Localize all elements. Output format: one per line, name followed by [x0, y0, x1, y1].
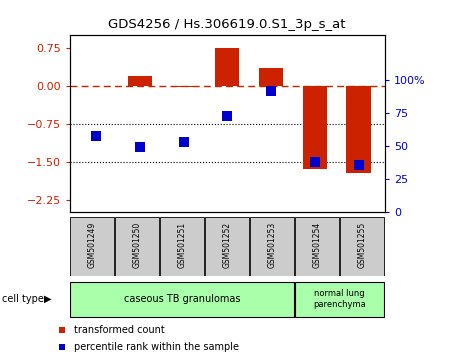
Bar — [250, 217, 294, 275]
Point — [180, 139, 187, 145]
Bar — [340, 217, 384, 275]
Bar — [346, 86, 370, 173]
Text: transformed count: transformed count — [74, 325, 165, 335]
Text: GSM501253: GSM501253 — [268, 222, 277, 268]
Text: caseous TB granulomas: caseous TB granulomas — [124, 294, 240, 304]
Point — [355, 162, 362, 168]
Text: percentile rank within the sample: percentile rank within the sample — [74, 342, 239, 352]
Bar — [115, 217, 159, 275]
Text: GSM501249: GSM501249 — [88, 222, 97, 268]
Text: GSM501254: GSM501254 — [313, 222, 322, 268]
Bar — [295, 217, 339, 275]
Point — [58, 344, 66, 349]
Text: ▶: ▶ — [44, 294, 52, 304]
Bar — [259, 68, 283, 86]
Point — [92, 133, 99, 139]
Bar — [128, 76, 152, 86]
Text: normal lung
parenchyma: normal lung parenchyma — [313, 290, 366, 309]
Bar — [171, 86, 196, 87]
Text: cell type: cell type — [2, 294, 44, 304]
Bar — [205, 217, 249, 275]
Text: GSM501252: GSM501252 — [223, 222, 232, 268]
Bar — [295, 282, 384, 316]
Bar — [70, 217, 114, 275]
Point — [58, 327, 66, 333]
Bar — [303, 86, 327, 170]
Bar — [70, 282, 294, 316]
Title: GDS4256 / Hs.306619.0.S1_3p_s_at: GDS4256 / Hs.306619.0.S1_3p_s_at — [108, 18, 346, 32]
Bar — [160, 217, 204, 275]
Point — [136, 144, 144, 149]
Text: GSM501250: GSM501250 — [133, 222, 142, 268]
Text: GSM501251: GSM501251 — [178, 222, 187, 268]
Bar — [215, 48, 239, 86]
Point — [311, 159, 318, 165]
Point — [224, 114, 231, 119]
Text: GSM501255: GSM501255 — [358, 222, 367, 268]
Point — [267, 88, 274, 93]
